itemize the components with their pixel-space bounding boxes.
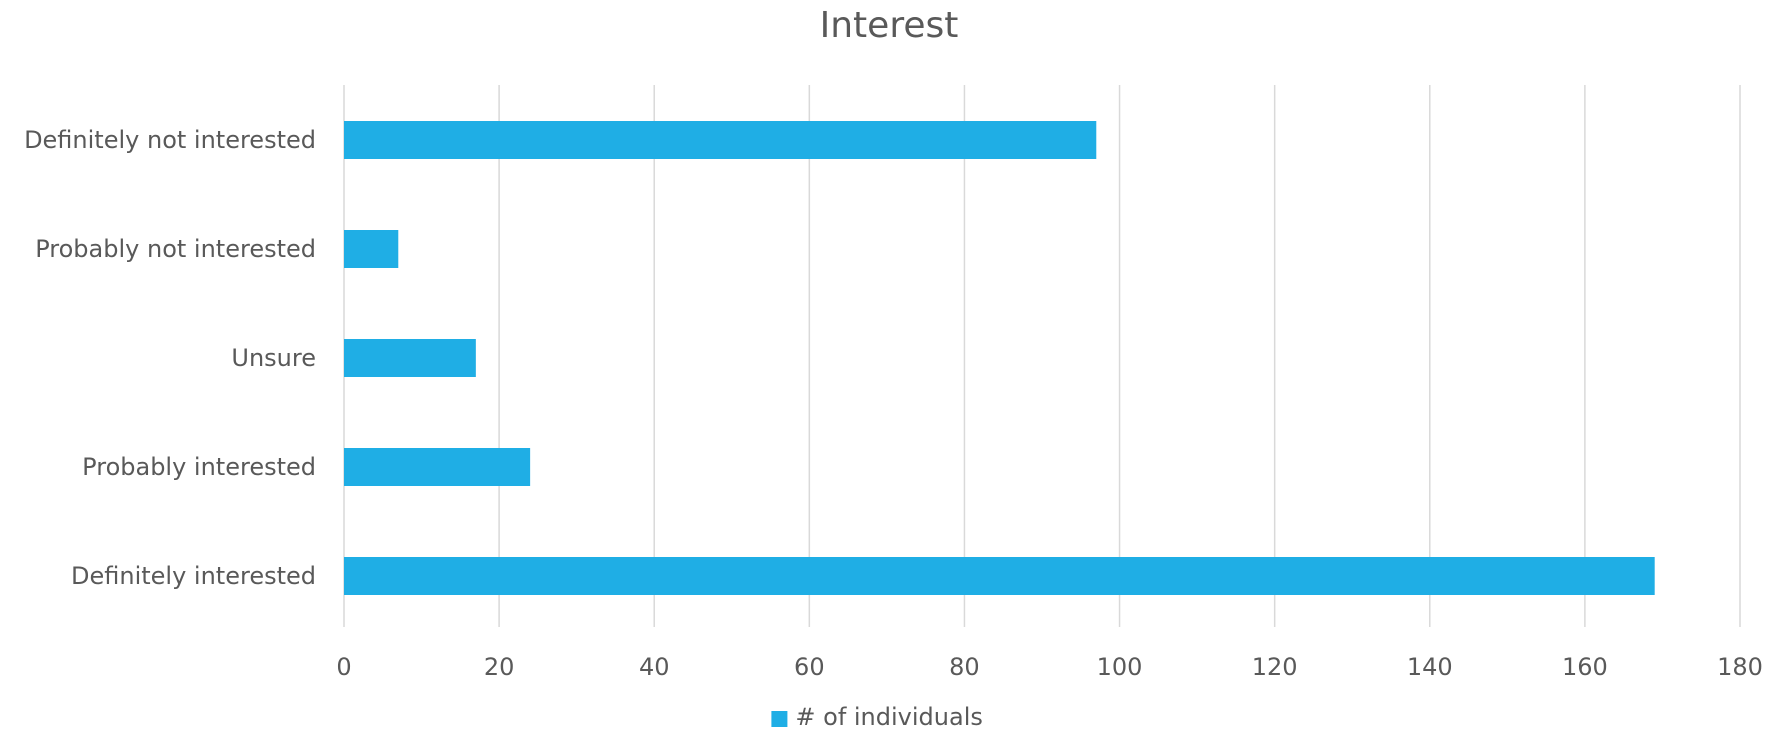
category-label-1: Probably not interested [35, 235, 316, 263]
x-tick-label-100: 100 [1097, 653, 1143, 681]
legend-swatch [771, 711, 788, 727]
category-label-0: Definitely not interested [24, 126, 316, 154]
x-tick-label-20: 20 [484, 653, 515, 681]
bar-2 [344, 339, 476, 377]
legend-label: # of individuals [795, 703, 982, 731]
bar-1 [344, 230, 399, 268]
chart-title: Interest [819, 5, 959, 46]
x-tick-label-160: 160 [1562, 653, 1608, 681]
x-tick-label-140: 140 [1407, 653, 1453, 681]
bar-4 [344, 557, 1655, 595]
category-label-4: Definitely interested [71, 562, 316, 590]
x-tick-label-0: 0 [336, 653, 351, 681]
x-tick-label-180: 180 [1717, 653, 1763, 681]
bar-0 [344, 121, 1097, 159]
x-tick-label-120: 120 [1252, 653, 1298, 681]
x-tick-label-80: 80 [949, 653, 980, 681]
category-label-3: Probably interested [82, 453, 316, 481]
bar-3 [344, 448, 531, 486]
category-label-2: Unsure [231, 344, 316, 372]
x-tick-label-60: 60 [794, 653, 825, 681]
x-tick-label-40: 40 [639, 653, 670, 681]
